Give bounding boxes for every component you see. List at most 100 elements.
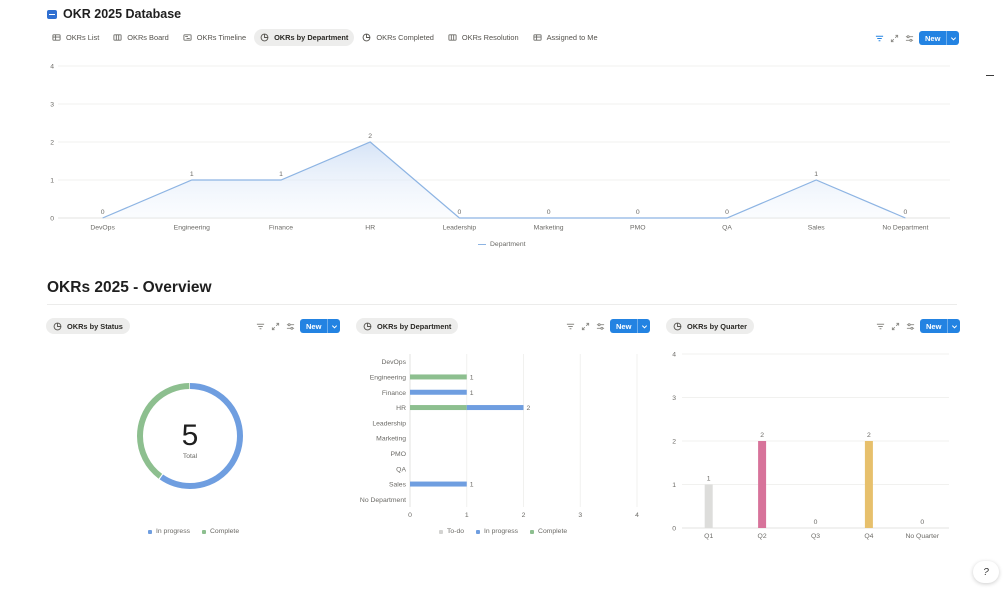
legend-item-complete: Complete bbox=[202, 528, 239, 535]
new-button[interactable]: New bbox=[300, 319, 341, 333]
legend-item-department: Department bbox=[478, 241, 526, 248]
y-tick-label: No Department bbox=[360, 497, 406, 504]
x-tick-label: Leadership bbox=[443, 225, 477, 232]
quarter-panel-toolbar: New bbox=[875, 319, 961, 333]
bar bbox=[704, 484, 713, 528]
expand-icon[interactable] bbox=[270, 321, 280, 331]
expand-icon[interactable] bbox=[890, 321, 900, 331]
legend-swatch bbox=[202, 529, 207, 534]
y-tick-label: 3 bbox=[50, 102, 54, 109]
legend-label: In progress bbox=[156, 528, 191, 535]
y-tick-label: 4 bbox=[50, 64, 54, 71]
y-tick-label: 1 bbox=[50, 178, 54, 185]
department-panel-toolbar: New bbox=[565, 319, 651, 333]
chart-icon bbox=[260, 33, 269, 42]
chip-okrs-by-quarter[interactable]: OKRs by Quarter bbox=[666, 318, 754, 334]
tab-okrs-resolution[interactable]: OKRs Resolution bbox=[442, 29, 525, 46]
data-label: 1 bbox=[814, 171, 818, 178]
bar-total-label: 1 bbox=[470, 390, 474, 397]
x-tick-label: Q3 bbox=[811, 533, 820, 540]
data-label: 1 bbox=[190, 171, 194, 178]
legend-label: Department bbox=[490, 241, 526, 248]
y-tick-label: QA bbox=[396, 466, 406, 473]
tab-label: OKRs by Department bbox=[274, 33, 349, 42]
chevron-down-icon[interactable] bbox=[947, 319, 960, 333]
donut-slice bbox=[137, 383, 243, 489]
tab-okrs-timeline[interactable]: OKRs Timeline bbox=[177, 29, 252, 46]
board-icon bbox=[113, 34, 122, 41]
filter-icon[interactable] bbox=[874, 33, 884, 43]
y-tick-label: Sales bbox=[389, 482, 407, 489]
series-line bbox=[102, 141, 906, 219]
x-tick-label: Q1 bbox=[704, 533, 713, 540]
settings-sliders-icon[interactable] bbox=[595, 321, 605, 331]
bar-segment bbox=[410, 374, 467, 380]
bar-total-label: 1 bbox=[470, 374, 474, 381]
tab-okrs-list[interactable]: OKRs List bbox=[46, 29, 105, 46]
chip-okrs-by-status[interactable]: OKRs by Status bbox=[46, 318, 130, 334]
side-handle[interactable] bbox=[986, 75, 994, 76]
database-title-text: OKR 2025 Database bbox=[63, 7, 182, 21]
chevron-down-icon[interactable] bbox=[327, 319, 340, 333]
view-tabs: OKRs List OKRs Board OKRs Timeline OKRs by … bbox=[46, 29, 604, 46]
settings-sliders-icon[interactable] bbox=[905, 321, 915, 331]
data-label: 0 bbox=[920, 519, 924, 526]
donut-total-label: Total bbox=[183, 453, 198, 460]
main-toolbar: New bbox=[874, 31, 960, 45]
help-icon: ? bbox=[983, 566, 989, 578]
bar-segment bbox=[410, 405, 467, 411]
expand-icon[interactable] bbox=[889, 33, 899, 43]
y-tick-label: 2 bbox=[672, 439, 676, 446]
new-button-label: New bbox=[926, 321, 942, 331]
series-area bbox=[102, 142, 906, 218]
x-tick-label: DevOps bbox=[90, 225, 115, 232]
filter-icon[interactable] bbox=[565, 321, 575, 331]
tab-assigned-to-me[interactable]: Assigned to Me bbox=[527, 29, 604, 46]
chip-label: OKRs by Status bbox=[67, 321, 123, 331]
bar-total-label: 1 bbox=[470, 482, 474, 489]
chart-icon bbox=[53, 322, 62, 330]
settings-sliders-icon[interactable] bbox=[904, 33, 914, 43]
x-tick-label: No Department bbox=[882, 225, 928, 232]
settings-sliders-icon[interactable] bbox=[285, 321, 295, 331]
data-label: 0 bbox=[636, 209, 640, 216]
y-tick-label: Finance bbox=[382, 390, 406, 397]
x-tick-label: No Quarter bbox=[905, 533, 939, 540]
tab-okrs-board[interactable]: OKRs Board bbox=[107, 29, 175, 46]
x-tick-label: Marketing bbox=[534, 225, 564, 232]
legend-item-complete: Complete bbox=[530, 528, 567, 535]
chart-icon bbox=[363, 322, 372, 330]
database-title[interactable]: OKR 2025 Database bbox=[47, 7, 181, 21]
chevron-down-icon[interactable] bbox=[637, 319, 650, 333]
filter-icon[interactable] bbox=[875, 321, 885, 331]
data-label: 0 bbox=[814, 519, 818, 526]
bar bbox=[758, 441, 767, 528]
tab-label: OKRs Timeline bbox=[196, 33, 247, 42]
donut-slice bbox=[137, 383, 243, 489]
new-button[interactable]: New bbox=[610, 319, 651, 333]
table-icon bbox=[52, 34, 61, 41]
x-tick-label: QA bbox=[722, 225, 732, 232]
data-label: 1 bbox=[279, 171, 283, 178]
chevron-down-icon[interactable] bbox=[946, 31, 959, 45]
tab-label: OKRs List bbox=[66, 33, 100, 42]
filter-icon[interactable] bbox=[255, 321, 265, 331]
expand-icon[interactable] bbox=[580, 321, 590, 331]
new-button[interactable]: New bbox=[919, 31, 960, 45]
tab-okrs-by-department[interactable]: OKRs by Department bbox=[254, 29, 355, 46]
chip-okrs-by-department[interactable]: OKRs by Department bbox=[356, 318, 459, 334]
data-label: 1 bbox=[707, 476, 711, 483]
legend-swatch bbox=[530, 529, 535, 534]
new-button[interactable]: New bbox=[920, 319, 961, 333]
y-tick-label: Marketing bbox=[376, 436, 406, 443]
data-label: 0 bbox=[547, 209, 551, 216]
x-tick-label: 4 bbox=[635, 512, 639, 519]
help-button[interactable]: ? bbox=[973, 561, 999, 583]
timeline-icon bbox=[183, 34, 192, 41]
chart-icon bbox=[673, 322, 682, 330]
tab-okrs-completed[interactable]: OKRs Completed bbox=[356, 29, 440, 46]
table-icon bbox=[533, 34, 542, 41]
x-tick-label: Q4 bbox=[864, 533, 873, 540]
department-legend: To-do In progress Complete bbox=[439, 528, 567, 535]
x-tick-label: 3 bbox=[578, 512, 582, 519]
